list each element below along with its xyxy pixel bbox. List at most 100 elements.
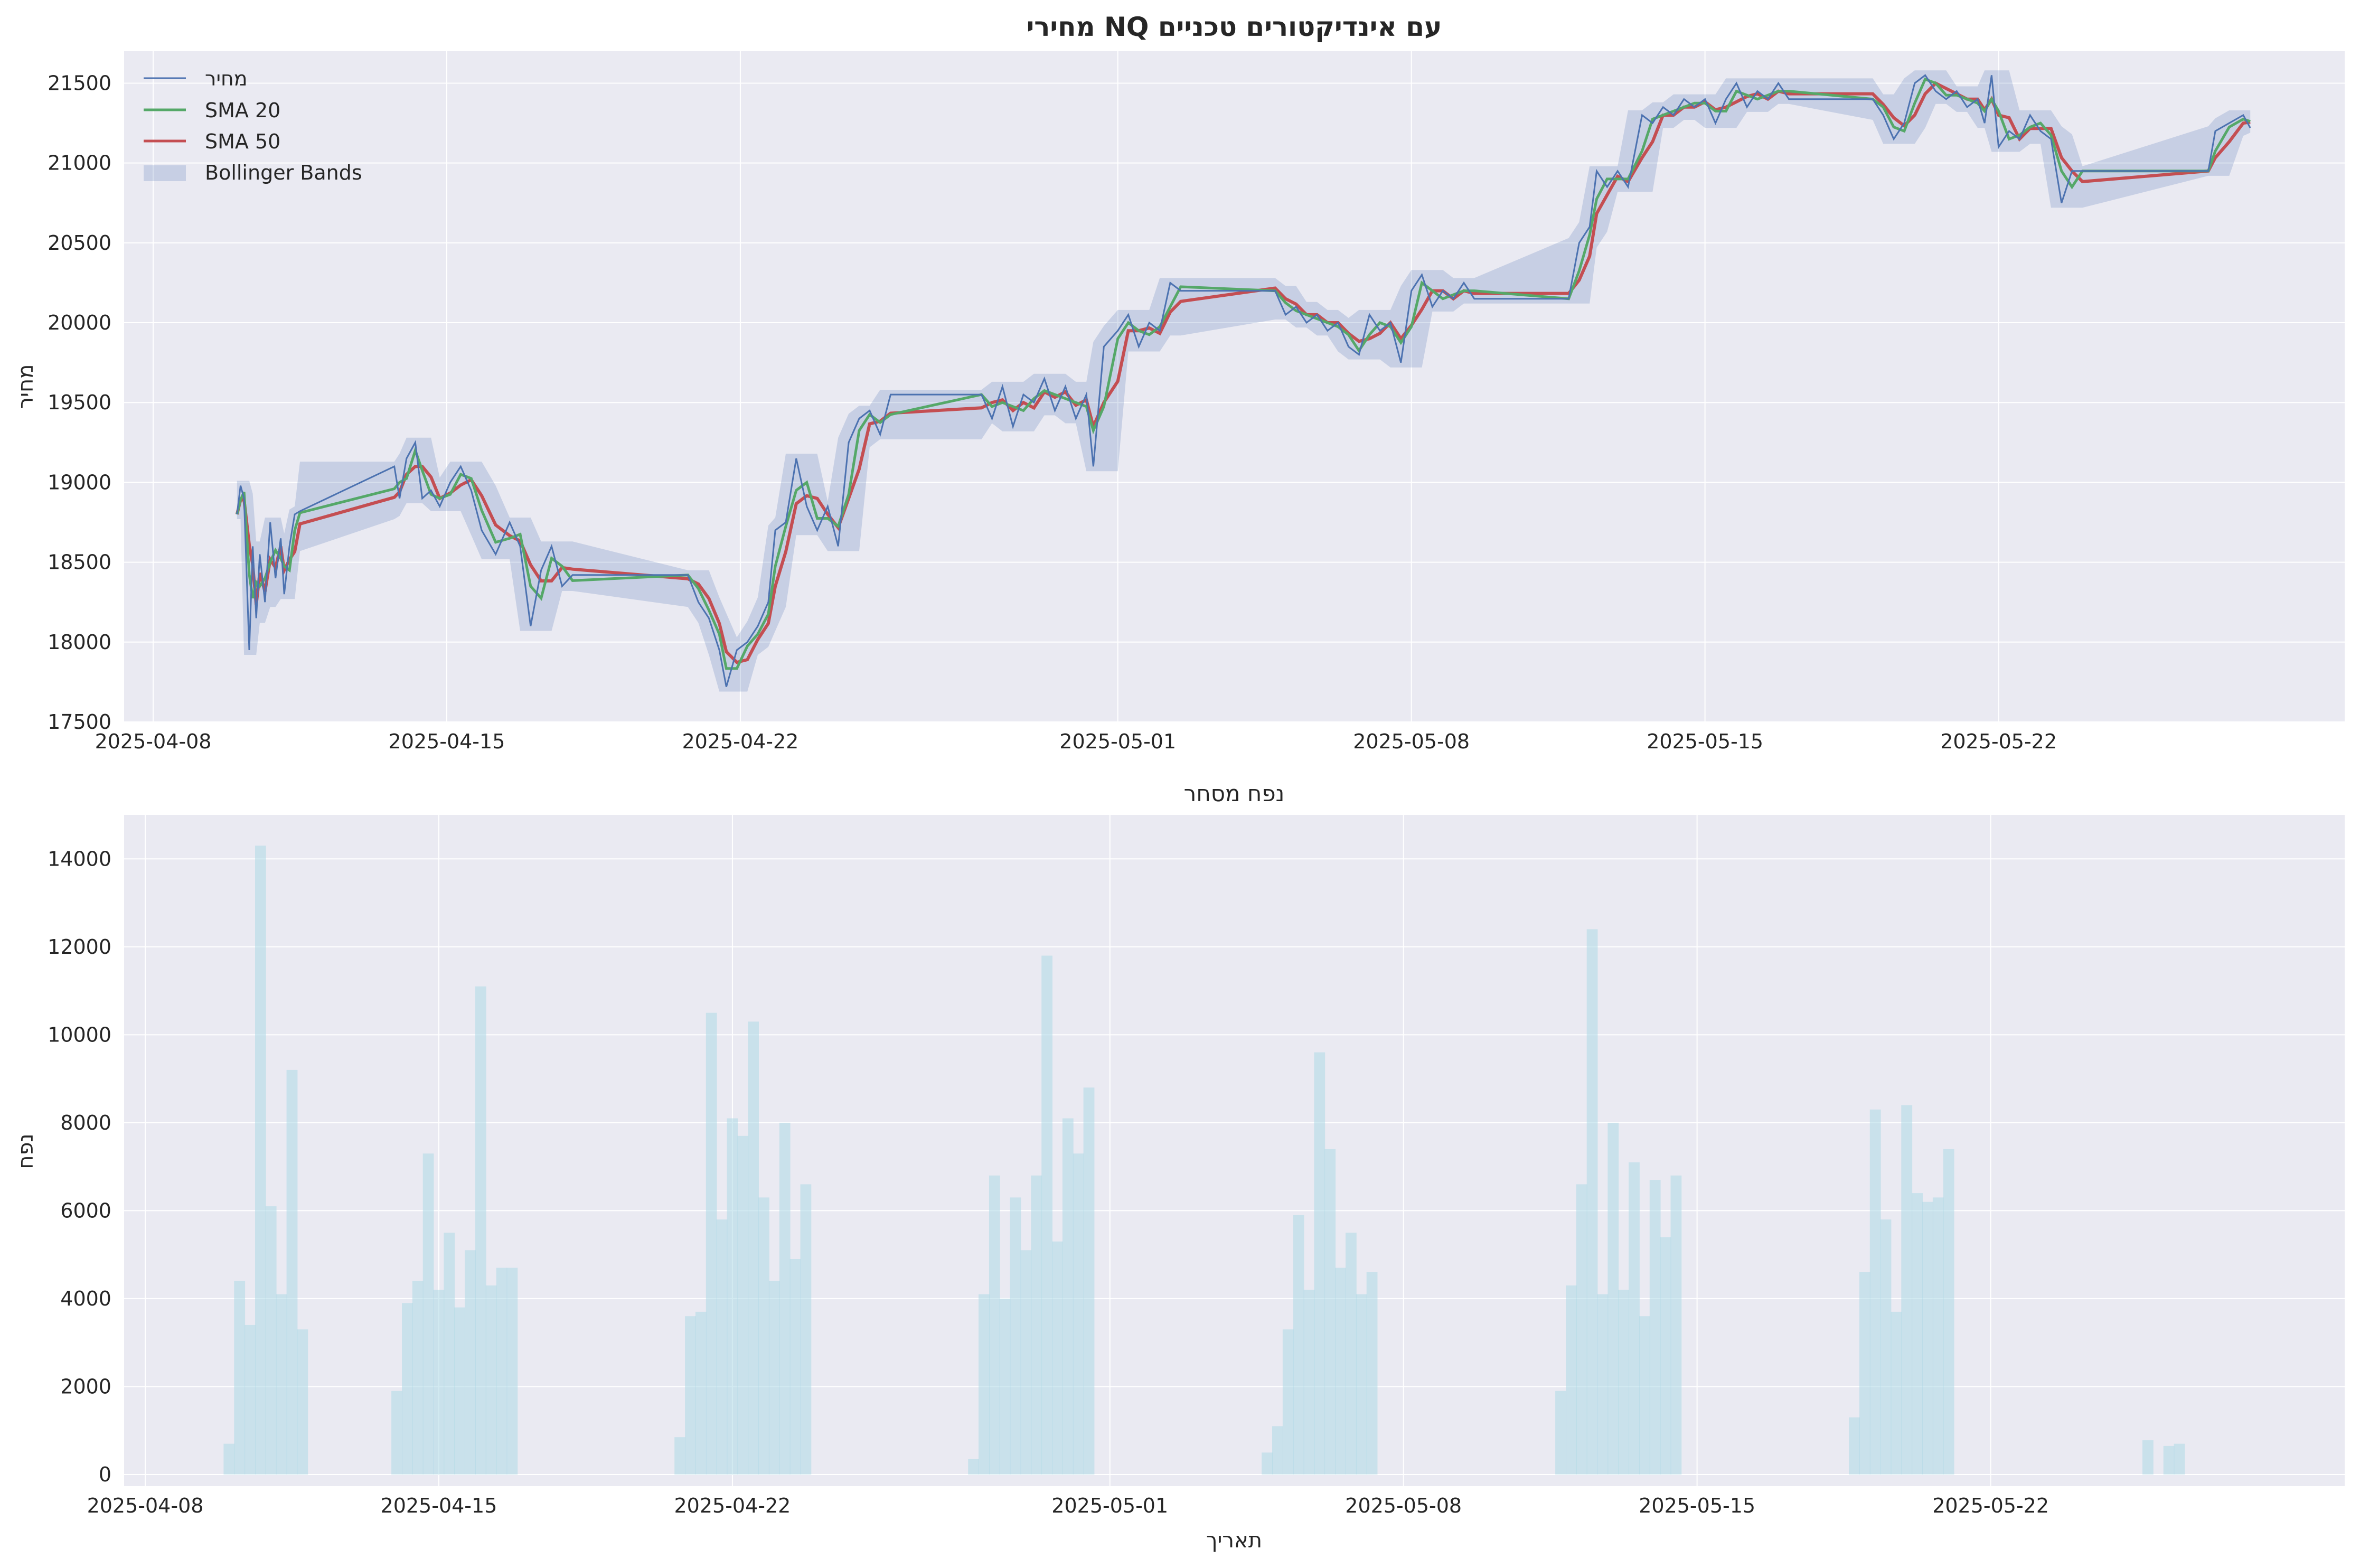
volume-x-axis-label: תאריך <box>1206 1528 1262 1553</box>
price-y-ticks: 17500 18000 18500 19000 19500 20000 20500 21000… <box>48 71 111 734</box>
volume-bar <box>1020 1250 1032 1475</box>
price-x-tick-label: 2025-05-15 <box>1647 730 1763 753</box>
volume-chart-panel: 2025-04-08 2025-04-15 2025-04-22 2025-05-01… <box>14 781 2345 1553</box>
volume-bar <box>979 1294 990 1475</box>
price-y-tick-label: 17500 <box>48 710 111 734</box>
volume-bar <box>1649 1180 1661 1475</box>
volume-bar <box>1618 1290 1629 1475</box>
volume-bar <box>1010 1197 1021 1475</box>
volume-bar <box>1073 1153 1084 1475</box>
volume-bar <box>223 1443 235 1475</box>
volume-bar <box>286 1069 298 1475</box>
volume-bar <box>1586 929 1598 1475</box>
volume-bar <box>674 1437 685 1475</box>
volume-bar <box>1880 1219 1892 1475</box>
volume-bar <box>297 1329 308 1475</box>
legend-sma50-label: SMA 50 <box>205 130 280 153</box>
price-y-tick-label: 20000 <box>48 311 111 334</box>
volume-bar <box>1031 1175 1042 1475</box>
volume-x-tick-label: 2025-05-08 <box>1345 1494 1462 1517</box>
volume-bar <box>1062 1118 1074 1475</box>
volume-bar <box>999 1298 1011 1475</box>
price-y-axis-label: מחיר <box>14 364 38 409</box>
volume-bar <box>391 1391 402 1475</box>
volume-bar <box>1922 1201 1933 1475</box>
volume-bar <box>1859 1272 1870 1475</box>
price-y-tick-label: 18000 <box>48 631 111 654</box>
volume-bar <box>485 1285 497 1475</box>
volume-bar <box>422 1153 434 1475</box>
volume-bar <box>968 1459 979 1475</box>
volume-x-tick-label: 2025-04-15 <box>381 1494 497 1517</box>
volume-bar <box>789 1259 801 1475</box>
volume-bar <box>255 846 266 1475</box>
volume-bar <box>727 1118 738 1475</box>
volume-bar <box>265 1206 277 1475</box>
volume-x-ticks: 2025-04-08 2025-04-15 2025-04-22 2025-05-01… <box>87 1494 2049 1517</box>
legend-price-label: מחיר <box>205 67 248 90</box>
volume-bar <box>496 1267 507 1475</box>
volume-bar <box>1607 1122 1619 1475</box>
volume-x-tick-label: 2025-04-22 <box>674 1494 791 1517</box>
price-x-tick-label: 2025-05-08 <box>1353 730 1470 753</box>
volume-bar <box>1849 1417 1860 1475</box>
volume-bar <box>1670 1175 1682 1475</box>
volume-bar <box>1041 955 1052 1475</box>
volume-bar <box>1052 1241 1063 1475</box>
volume-y-tick-label: 12000 <box>48 935 111 959</box>
volume-bar <box>1346 1233 1357 1475</box>
volume-bar <box>245 1325 256 1475</box>
price-x-ticks: 2025-04-08 2025-04-15 2025-04-22 2025-05-01… <box>95 730 2057 753</box>
price-grid <box>124 51 2345 722</box>
volume-bar <box>506 1267 518 1475</box>
volume-bar <box>1943 1149 1954 1475</box>
volume-x-tick-label: 2025-05-01 <box>1051 1494 1168 1517</box>
price-y-tick-label: 19500 <box>48 391 111 414</box>
volume-bar <box>989 1175 1000 1475</box>
volume-bar <box>2142 1440 2154 1475</box>
volume-bar <box>1324 1149 1336 1475</box>
volume-bar <box>1262 1452 1273 1475</box>
volume-y-tick-label: 6000 <box>60 1199 111 1222</box>
volume-bar <box>465 1250 476 1475</box>
price-y-tick-label: 20500 <box>48 231 111 255</box>
price-chart-title: מחירי NQ עם אינדיקטורים טכניים <box>1027 12 1442 42</box>
volume-bar <box>2163 1445 2175 1475</box>
price-x-tick-label: 2025-04-22 <box>682 730 799 753</box>
volume-y-tick-label: 4000 <box>60 1287 111 1310</box>
volume-bar <box>1282 1329 1294 1475</box>
volume-bar <box>779 1122 791 1475</box>
volume-bar <box>1576 1184 1587 1475</box>
volume-bar <box>1335 1267 1346 1475</box>
volume-bar <box>1869 1109 1881 1475</box>
volume-bar <box>1555 1391 1566 1475</box>
volume-bar <box>1566 1285 1577 1475</box>
volume-bar <box>1597 1294 1609 1475</box>
volume-bar <box>1293 1215 1304 1475</box>
volume-bar <box>433 1290 445 1475</box>
volume-bar <box>1660 1237 1671 1475</box>
price-legend: מחיר SMA 20 SMA 50 Bollinger Bands <box>144 67 362 184</box>
price-line <box>236 74 2251 687</box>
volume-bar <box>402 1303 413 1475</box>
price-y-tick-label: 19000 <box>48 471 111 494</box>
volume-bar <box>1366 1272 1378 1475</box>
volume-x-tick-label: 2025-05-15 <box>1639 1494 1755 1517</box>
volume-bar <box>1303 1290 1315 1475</box>
volume-bar <box>1901 1105 1913 1475</box>
volume-bar <box>716 1219 728 1475</box>
volume-bars <box>223 846 2185 1475</box>
volume-y-ticks: 0 2000 4000 6000 8000 10000 12000 14000 <box>48 847 111 1486</box>
legend-bands-label: Bollinger Bands <box>205 161 362 184</box>
volume-bar <box>444 1233 455 1475</box>
volume-bar <box>800 1184 812 1475</box>
volume-bar <box>695 1311 707 1475</box>
volume-x-tick-label: 2025-05-22 <box>1932 1494 2049 1517</box>
volume-bar <box>685 1316 696 1475</box>
price-y-tick-label: 21000 <box>48 152 111 175</box>
volume-bar <box>475 986 486 1475</box>
volume-chart-title: נפח מסחר <box>1184 781 1285 806</box>
volume-y-tick-label: 14000 <box>48 847 111 870</box>
volume-y-axis-label: נפח <box>14 1133 38 1169</box>
legend-sma20-label: SMA 20 <box>205 99 280 122</box>
